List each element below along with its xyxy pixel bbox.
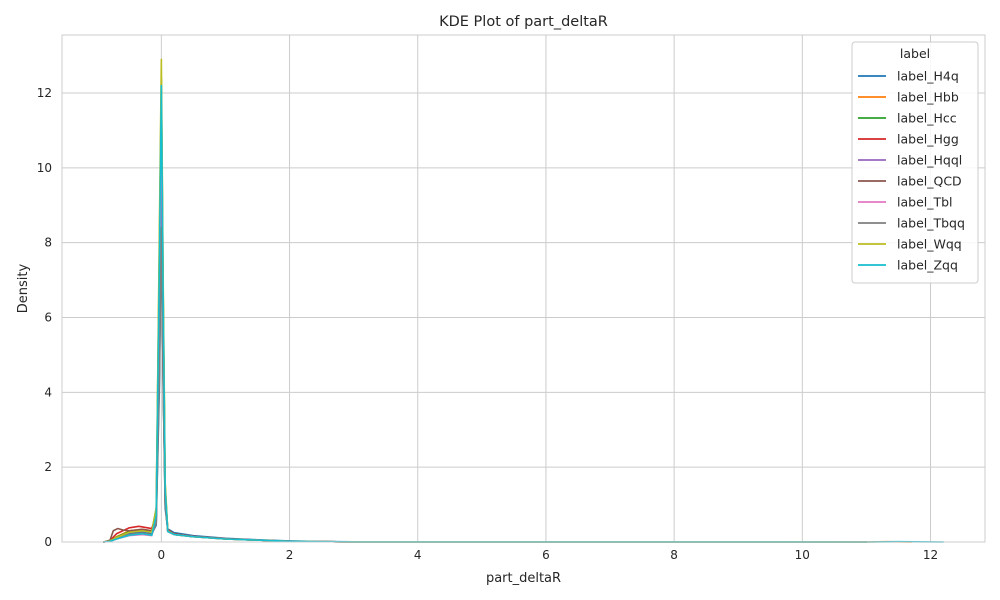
x-tick-label: 4 <box>414 548 422 562</box>
plot-area <box>62 35 985 542</box>
y-tick-label: 12 <box>37 86 52 100</box>
x-axis-title: part_deltaR <box>486 571 561 586</box>
legend-label-label-hcc: label_Hcc <box>897 111 957 126</box>
legend-title: label <box>900 46 930 61</box>
chart-title: KDE Plot of part_deltaR <box>439 14 608 30</box>
y-tick-label: 0 <box>44 535 52 549</box>
legend-label-label-zqq: label_Zqq <box>897 258 958 273</box>
legend-label-label-wqq: label_Wqq <box>897 237 962 252</box>
x-tick-label: 0 <box>158 548 166 562</box>
legend-label-label-hqql: label_Hqql <box>897 153 962 168</box>
y-tick-label: 10 <box>37 161 52 175</box>
legend-label-label-tbl: label_Tbl <box>897 195 953 210</box>
tick-labels: 0 2 4 6 8 10 12 0 2 4 6 8 10 12 <box>37 86 938 562</box>
legend-label-label-hbb: label_Hbb <box>897 90 959 105</box>
y-tick-label: 8 <box>44 236 52 250</box>
y-tick-label: 4 <box>44 385 52 399</box>
x-tick-label: 2 <box>286 548 294 562</box>
x-tick-label: 12 <box>923 548 938 562</box>
y-tick-label: 6 <box>44 310 52 324</box>
x-tick-label: 6 <box>542 548 550 562</box>
plot-frame <box>61 34 986 543</box>
x-tick-label: 10 <box>795 548 810 562</box>
y-axis-title: Density <box>16 263 31 313</box>
legend-label-label-hgg: label_Hgg <box>897 132 959 147</box>
legend-label-label-tbqq: label_Tbqq <box>897 216 965 231</box>
series-lines <box>102 58 945 543</box>
legend: label label_H4q label_Hbb label_Hcc label_H… <box>851 41 979 284</box>
y-tick-label: 2 <box>44 460 52 474</box>
legend-label-label-h4q: label_H4q <box>897 69 959 84</box>
x-tick-label: 8 <box>670 548 678 562</box>
legend-label-label-qcd: label_QCD <box>897 174 962 189</box>
